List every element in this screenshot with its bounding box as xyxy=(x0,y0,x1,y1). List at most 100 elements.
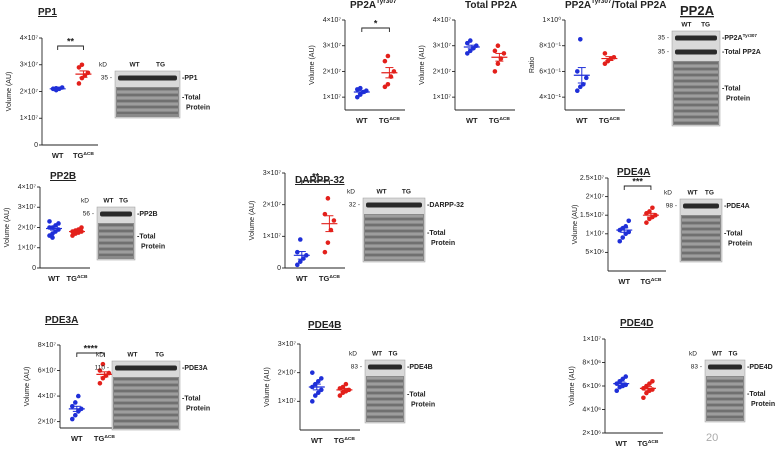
data-point xyxy=(79,62,85,68)
data-point xyxy=(492,48,498,54)
significance-label: * xyxy=(374,18,378,28)
lane-label: TG xyxy=(388,351,397,358)
data-point xyxy=(647,209,652,214)
total-protein-label: Protein xyxy=(751,401,775,408)
x-tick-label-part: WT xyxy=(618,277,630,286)
y-tick-label: 6×10⁷ xyxy=(38,367,57,374)
x-tick-label-part: ΔCB xyxy=(77,274,88,280)
x-tick-label-part: TG xyxy=(67,274,78,283)
y-tick-label: 2×10⁷ xyxy=(323,68,342,75)
chart-title-part: PP1 xyxy=(38,7,57,18)
y-tick-label: 1×10⁷ xyxy=(323,94,342,101)
data-point xyxy=(295,262,300,268)
band-label: -PP2ATyr307 xyxy=(722,33,757,42)
blot-band xyxy=(683,203,719,209)
x-tick-label: WT xyxy=(48,274,60,283)
band-label-part: -PP2A xyxy=(722,35,743,42)
x-tick-label-part: ΔCB xyxy=(389,116,400,122)
y-tick-label: 1.5×10⁷ xyxy=(580,212,605,219)
y-tick-label: 2×10⁷ xyxy=(20,88,39,95)
data-point xyxy=(578,84,583,90)
lane-label: WT xyxy=(377,189,387,196)
x-tick-label: WT xyxy=(356,116,368,125)
x-tick-label-part: TG xyxy=(637,439,648,448)
total-protein-label: Protein xyxy=(728,240,752,247)
data-point xyxy=(617,238,623,244)
data-point xyxy=(650,205,655,211)
total-protein-label: Protein xyxy=(726,95,750,102)
data-point xyxy=(73,400,78,405)
y-tick-label: 4×10⁷ xyxy=(38,393,57,400)
data-point xyxy=(76,393,81,399)
total-protein-label: Protein xyxy=(411,401,435,408)
y-tick-label: 1×10⁷ xyxy=(583,336,602,343)
blot-band xyxy=(115,365,177,371)
kd-label: kD xyxy=(96,352,104,359)
x-tick-label-part: WT xyxy=(48,274,60,283)
band-label-part: -PP2B xyxy=(137,211,158,218)
data-point xyxy=(316,378,321,384)
y-axis-label: Volume (AU) xyxy=(569,366,576,406)
band-label: -Total PP2A xyxy=(722,49,761,56)
y-axis-label: Volume (AU) xyxy=(24,367,31,407)
chart-title-part: PDE4D xyxy=(620,318,653,329)
chart-title-part: PDE3A xyxy=(45,315,78,326)
significance-bracket xyxy=(57,45,84,50)
chart-title-part: PP2A xyxy=(680,3,715,18)
blot-band xyxy=(366,202,422,208)
y-tick-label: 5×10⁶ xyxy=(585,249,604,256)
chart-title: Total PP2A xyxy=(465,0,517,11)
x-tick-label-part: WT xyxy=(576,116,588,125)
kd-label: kD xyxy=(99,62,107,69)
data-point xyxy=(343,381,349,387)
y-tick-label: 2×10⁷ xyxy=(18,224,37,231)
data-point xyxy=(650,379,655,384)
kd-label: kD xyxy=(664,190,672,197)
chart-title-part: Tyr307 xyxy=(591,0,612,5)
x-tick-label: WT xyxy=(618,277,630,286)
x-tick-label: TGΔCB xyxy=(379,116,400,125)
data-point xyxy=(298,259,303,264)
data-point xyxy=(578,36,583,42)
y-tick-label: 1×10⁰ xyxy=(542,16,561,24)
x-tick-label-part: ΔCB xyxy=(651,277,662,283)
band-label-part: -PDE4B xyxy=(407,364,433,371)
lane-label: TG xyxy=(701,22,710,29)
data-point xyxy=(584,75,589,81)
data-point xyxy=(382,84,388,90)
data-point xyxy=(641,395,646,401)
significance-bracket xyxy=(301,180,330,185)
data-point xyxy=(382,58,388,64)
y-tick-label: 0 xyxy=(34,142,38,149)
total-protein-label: Protein xyxy=(431,240,455,247)
band-label-part: -PP1 xyxy=(182,75,198,82)
y-axis-label: Volume (AU) xyxy=(6,72,13,112)
total-protein-label: -Total xyxy=(747,391,766,398)
y-tick-label: 4×10⁷ xyxy=(323,17,342,24)
x-tick-label-part: TG xyxy=(599,116,610,125)
lane-label: WT xyxy=(372,351,382,358)
y-tick-label: 8×10⁷ xyxy=(38,342,57,349)
significance-label: *** xyxy=(632,176,643,186)
data-point xyxy=(614,388,620,394)
y-tick-label: 1×10⁷ xyxy=(278,398,297,405)
mw-label: 56 - xyxy=(83,211,94,218)
x-tick-label: TGΔCB xyxy=(334,436,355,445)
band-label-part: -PDE3A xyxy=(182,365,208,372)
mw-label: 83 - xyxy=(351,364,362,371)
x-tick-label-part: ΔCB xyxy=(83,151,94,157)
x-tick-label-part: TG xyxy=(94,434,105,443)
band-label: -DARPP-32 xyxy=(427,202,464,209)
significance-label: **** xyxy=(84,343,99,353)
chart-title-part: Tyr307 xyxy=(376,0,397,5)
data-point xyxy=(325,196,331,201)
total-protein-label: -Total xyxy=(722,85,741,92)
chart-title: DARPP-32 xyxy=(295,175,345,186)
y-axis-label: Volume (AU) xyxy=(419,45,426,85)
y-tick-label: 2.5×10⁷ xyxy=(580,175,605,182)
lane-label: WT xyxy=(103,198,113,205)
total-protein-label: -Total xyxy=(182,395,201,402)
chart-title-part: PP2A xyxy=(565,0,591,11)
chart-title-part: DARPP-32 xyxy=(295,175,345,186)
data-point xyxy=(495,43,501,49)
